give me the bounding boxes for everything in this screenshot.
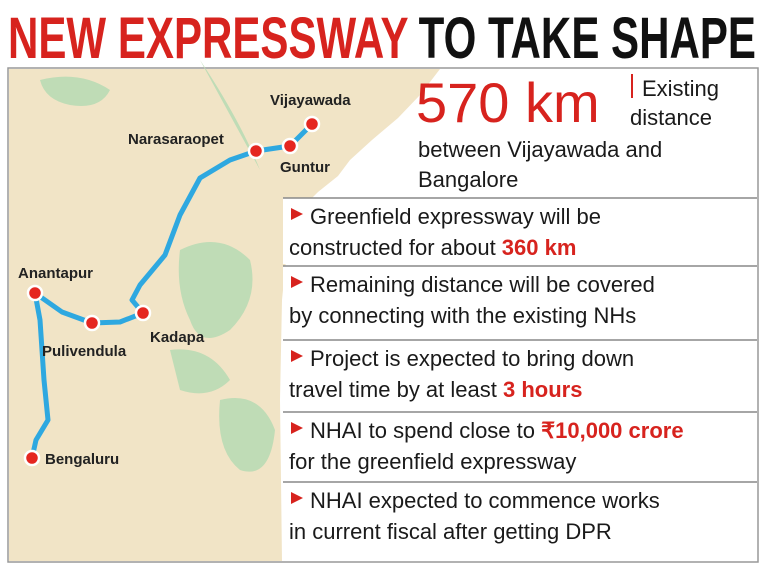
text-run: in current fiscal after getting DPR — [289, 519, 612, 544]
marker — [281, 137, 299, 155]
marker — [83, 314, 101, 332]
text-run: for the greenfield expressway — [289, 449, 576, 474]
marker — [134, 304, 152, 322]
place-label: Anantapur — [18, 265, 93, 282]
highlight: 360 km — [502, 235, 577, 260]
text-run: Greenfield expressway will be — [310, 204, 601, 229]
forest — [40, 60, 275, 472]
point-line: Remaining distance will be covered — [310, 272, 655, 297]
point-line: NHAI expected to commence works — [310, 488, 660, 513]
text-run: NHAI to spend close to — [310, 418, 541, 443]
text-run: Project is expected to bring down — [310, 346, 634, 371]
point-box — [283, 412, 757, 480]
point-line: constructed for about 360 km — [289, 235, 576, 260]
place-label: Bengaluru — [45, 451, 119, 468]
bullet-arrow — [291, 276, 303, 288]
text-run: Remaining distance will be covered — [310, 272, 655, 297]
place-label: Narasaraopet — [128, 131, 224, 148]
headline-red: NEW EXPRESSWAY — [8, 6, 409, 71]
marker — [26, 284, 44, 302]
stat-value: 570 km — [416, 71, 600, 134]
point-line: in current fiscal after getting DPR — [289, 519, 612, 544]
stat-text: Bangalore — [418, 167, 518, 192]
bullet-arrow — [291, 492, 303, 504]
bullet-arrow — [291, 422, 303, 434]
place-label: Pulivendula — [42, 343, 127, 360]
headline: NEW EXPRESSWAYTO TAKE SHAPE — [8, 6, 756, 71]
marker — [247, 142, 265, 160]
marker — [303, 115, 321, 133]
text-run: travel time by at least — [289, 377, 503, 402]
text-run: NHAI expected to commence works — [310, 488, 660, 513]
highlight: ₹10,000 crore — [541, 418, 683, 443]
place-label: Vijayawada — [270, 92, 351, 109]
stat-text: distance — [630, 105, 712, 130]
bullet-arrow — [291, 208, 303, 220]
point-box — [283, 198, 757, 264]
point-line: Greenfield expressway will be — [310, 204, 601, 229]
stat-text: Existing — [642, 76, 719, 101]
stat-text: between Vijayawada and — [418, 137, 662, 162]
place-label: Kadapa — [150, 329, 205, 346]
point-line: for the greenfield expressway — [289, 449, 576, 474]
highlight: 3 hours — [503, 377, 582, 402]
point-box — [283, 266, 757, 338]
point-line: travel time by at least 3 hours — [289, 377, 582, 402]
bullet-arrow — [291, 350, 303, 362]
point-line: by connecting with the existing NHs — [289, 303, 636, 328]
points: Greenfield expressway will be constructed… — [283, 197, 757, 550]
text-run: by connecting with the existing NHs — [289, 303, 636, 328]
place-markers — [23, 115, 321, 467]
marker — [23, 449, 41, 467]
headline-black: TO TAKE SHAPE — [419, 6, 756, 71]
point-line: Project is expected to bring down — [310, 346, 634, 371]
place-label: Guntur — [280, 159, 330, 176]
point-line: NHAI to spend close to ₹10,000 crore — [310, 418, 684, 443]
text-run: constructed for about — [289, 235, 502, 260]
point-box — [283, 340, 757, 410]
point-box — [283, 482, 757, 550]
